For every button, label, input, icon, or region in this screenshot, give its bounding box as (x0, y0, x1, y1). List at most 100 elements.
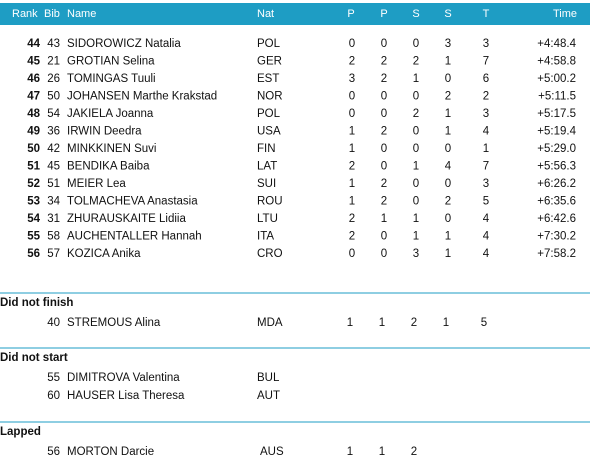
time: +6:35.6 (537, 196, 576, 208)
header-bar (0, 3, 590, 25)
bib: 50 (47, 91, 60, 103)
bib: 54 (47, 108, 60, 120)
bib: 26 (47, 73, 60, 85)
rank: 54 (27, 213, 40, 225)
shooting-value: 1 (413, 161, 419, 173)
shooting-value: 1 (413, 213, 419, 225)
bib: 21 (47, 56, 60, 68)
shooting-value: 2 (381, 196, 387, 208)
shooting-value: 0 (381, 38, 387, 50)
shooting-value: 2 (483, 91, 489, 103)
nation: LTU (257, 213, 278, 225)
shooting-value: 0 (381, 143, 387, 155)
shooting-value: 4 (483, 126, 490, 138)
name: MORTON Darcie (67, 446, 154, 458)
shooting-value: 1 (347, 317, 353, 329)
nation: AUT (257, 390, 280, 402)
shooting-value: 0 (349, 108, 355, 120)
shooting-value: 3 (413, 248, 419, 260)
nation: NOR (257, 91, 283, 103)
shooting-value: 0 (381, 231, 387, 243)
shooting-value: 7 (483, 56, 489, 68)
bib: 42 (47, 143, 60, 155)
shooting-value: 4 (483, 248, 490, 260)
shooting-value: 0 (349, 91, 355, 103)
shooting-value: 1 (379, 446, 385, 458)
nation: AUS (260, 446, 284, 458)
shooting-value: 2 (413, 108, 419, 120)
name: JOHANSEN Marthe Krakstad (67, 91, 217, 103)
bib: 43 (47, 38, 60, 50)
name: GROTIAN Selina (67, 56, 155, 68)
shooting-value: 4 (483, 231, 490, 243)
nation: POL (257, 108, 281, 120)
header-label: Name (67, 8, 96, 20)
shooting-value: 2 (381, 126, 387, 138)
shooting-value: 0 (445, 73, 451, 85)
bib: 40 (47, 317, 60, 329)
shooting-value: 1 (379, 317, 385, 329)
rank: 44 (27, 38, 40, 50)
shooting-value: 4 (483, 213, 490, 225)
shooting-value: 1 (349, 143, 355, 155)
nation: POL (257, 38, 281, 50)
shooting-value: 0 (381, 248, 387, 260)
bib: 55 (47, 372, 60, 384)
shooting-value: 3 (483, 38, 489, 50)
name: BENDIKA Baiba (67, 161, 150, 173)
nation: FIN (257, 143, 276, 155)
time: +7:58.2 (537, 248, 576, 260)
bib: 31 (47, 213, 60, 225)
time: +5:19.4 (537, 126, 576, 138)
shooting-value: 2 (445, 91, 451, 103)
shooting-value: 1 (349, 178, 355, 190)
shooting-value: 0 (413, 126, 419, 138)
section-title: Lapped (0, 426, 41, 438)
rank: 55 (27, 231, 40, 243)
time: +7:30.2 (537, 231, 576, 243)
shooting-value: 1 (413, 231, 419, 243)
time: +5:00.2 (537, 73, 576, 85)
bib: 60 (47, 390, 60, 402)
shooting-value: 0 (413, 143, 419, 155)
time: +6:42.6 (537, 213, 576, 225)
name: ZHURAUSKAITE Lidiia (67, 213, 186, 225)
shooting-value: 1 (445, 56, 451, 68)
header-label: P (347, 8, 354, 20)
nation: BUL (257, 372, 280, 384)
shooting-value: 2 (411, 317, 417, 329)
nation: EST (257, 73, 279, 85)
shooting-value: 0 (413, 178, 419, 190)
shooting-value: 7 (483, 161, 489, 173)
shooting-value: 0 (349, 248, 355, 260)
header-label: S (412, 8, 419, 20)
rank: 50 (27, 143, 40, 155)
shooting-value: 1 (443, 317, 449, 329)
shooting-value: 1 (381, 213, 387, 225)
header-label: Bib (44, 8, 60, 20)
shooting-value: 1 (349, 196, 355, 208)
shooting-value: 3 (349, 73, 355, 85)
time: +5:29.0 (537, 143, 576, 155)
nation: ROU (257, 196, 283, 208)
nation: SUI (257, 178, 276, 190)
rank: 45 (27, 56, 40, 68)
shooting-value: 2 (445, 196, 451, 208)
shooting-value: 2 (381, 56, 387, 68)
header-label: T (483, 8, 490, 20)
bib: 34 (47, 196, 60, 208)
shooting-value: 2 (349, 161, 355, 173)
rank: 51 (27, 161, 40, 173)
shooting-value: 1 (349, 126, 355, 138)
name: STREMOUS Alina (67, 317, 161, 329)
shooting-value: 1 (483, 143, 489, 155)
name: KOZICA Anika (67, 248, 141, 260)
name: AUCHENTALLER Hannah (67, 231, 202, 243)
bib: 56 (47, 446, 60, 458)
shooting-value: 0 (445, 213, 451, 225)
shooting-value: 1 (445, 248, 451, 260)
rank: 48 (27, 108, 40, 120)
name: TOMINGAS Tuuli (67, 73, 156, 85)
shooting-value: 0 (413, 196, 419, 208)
